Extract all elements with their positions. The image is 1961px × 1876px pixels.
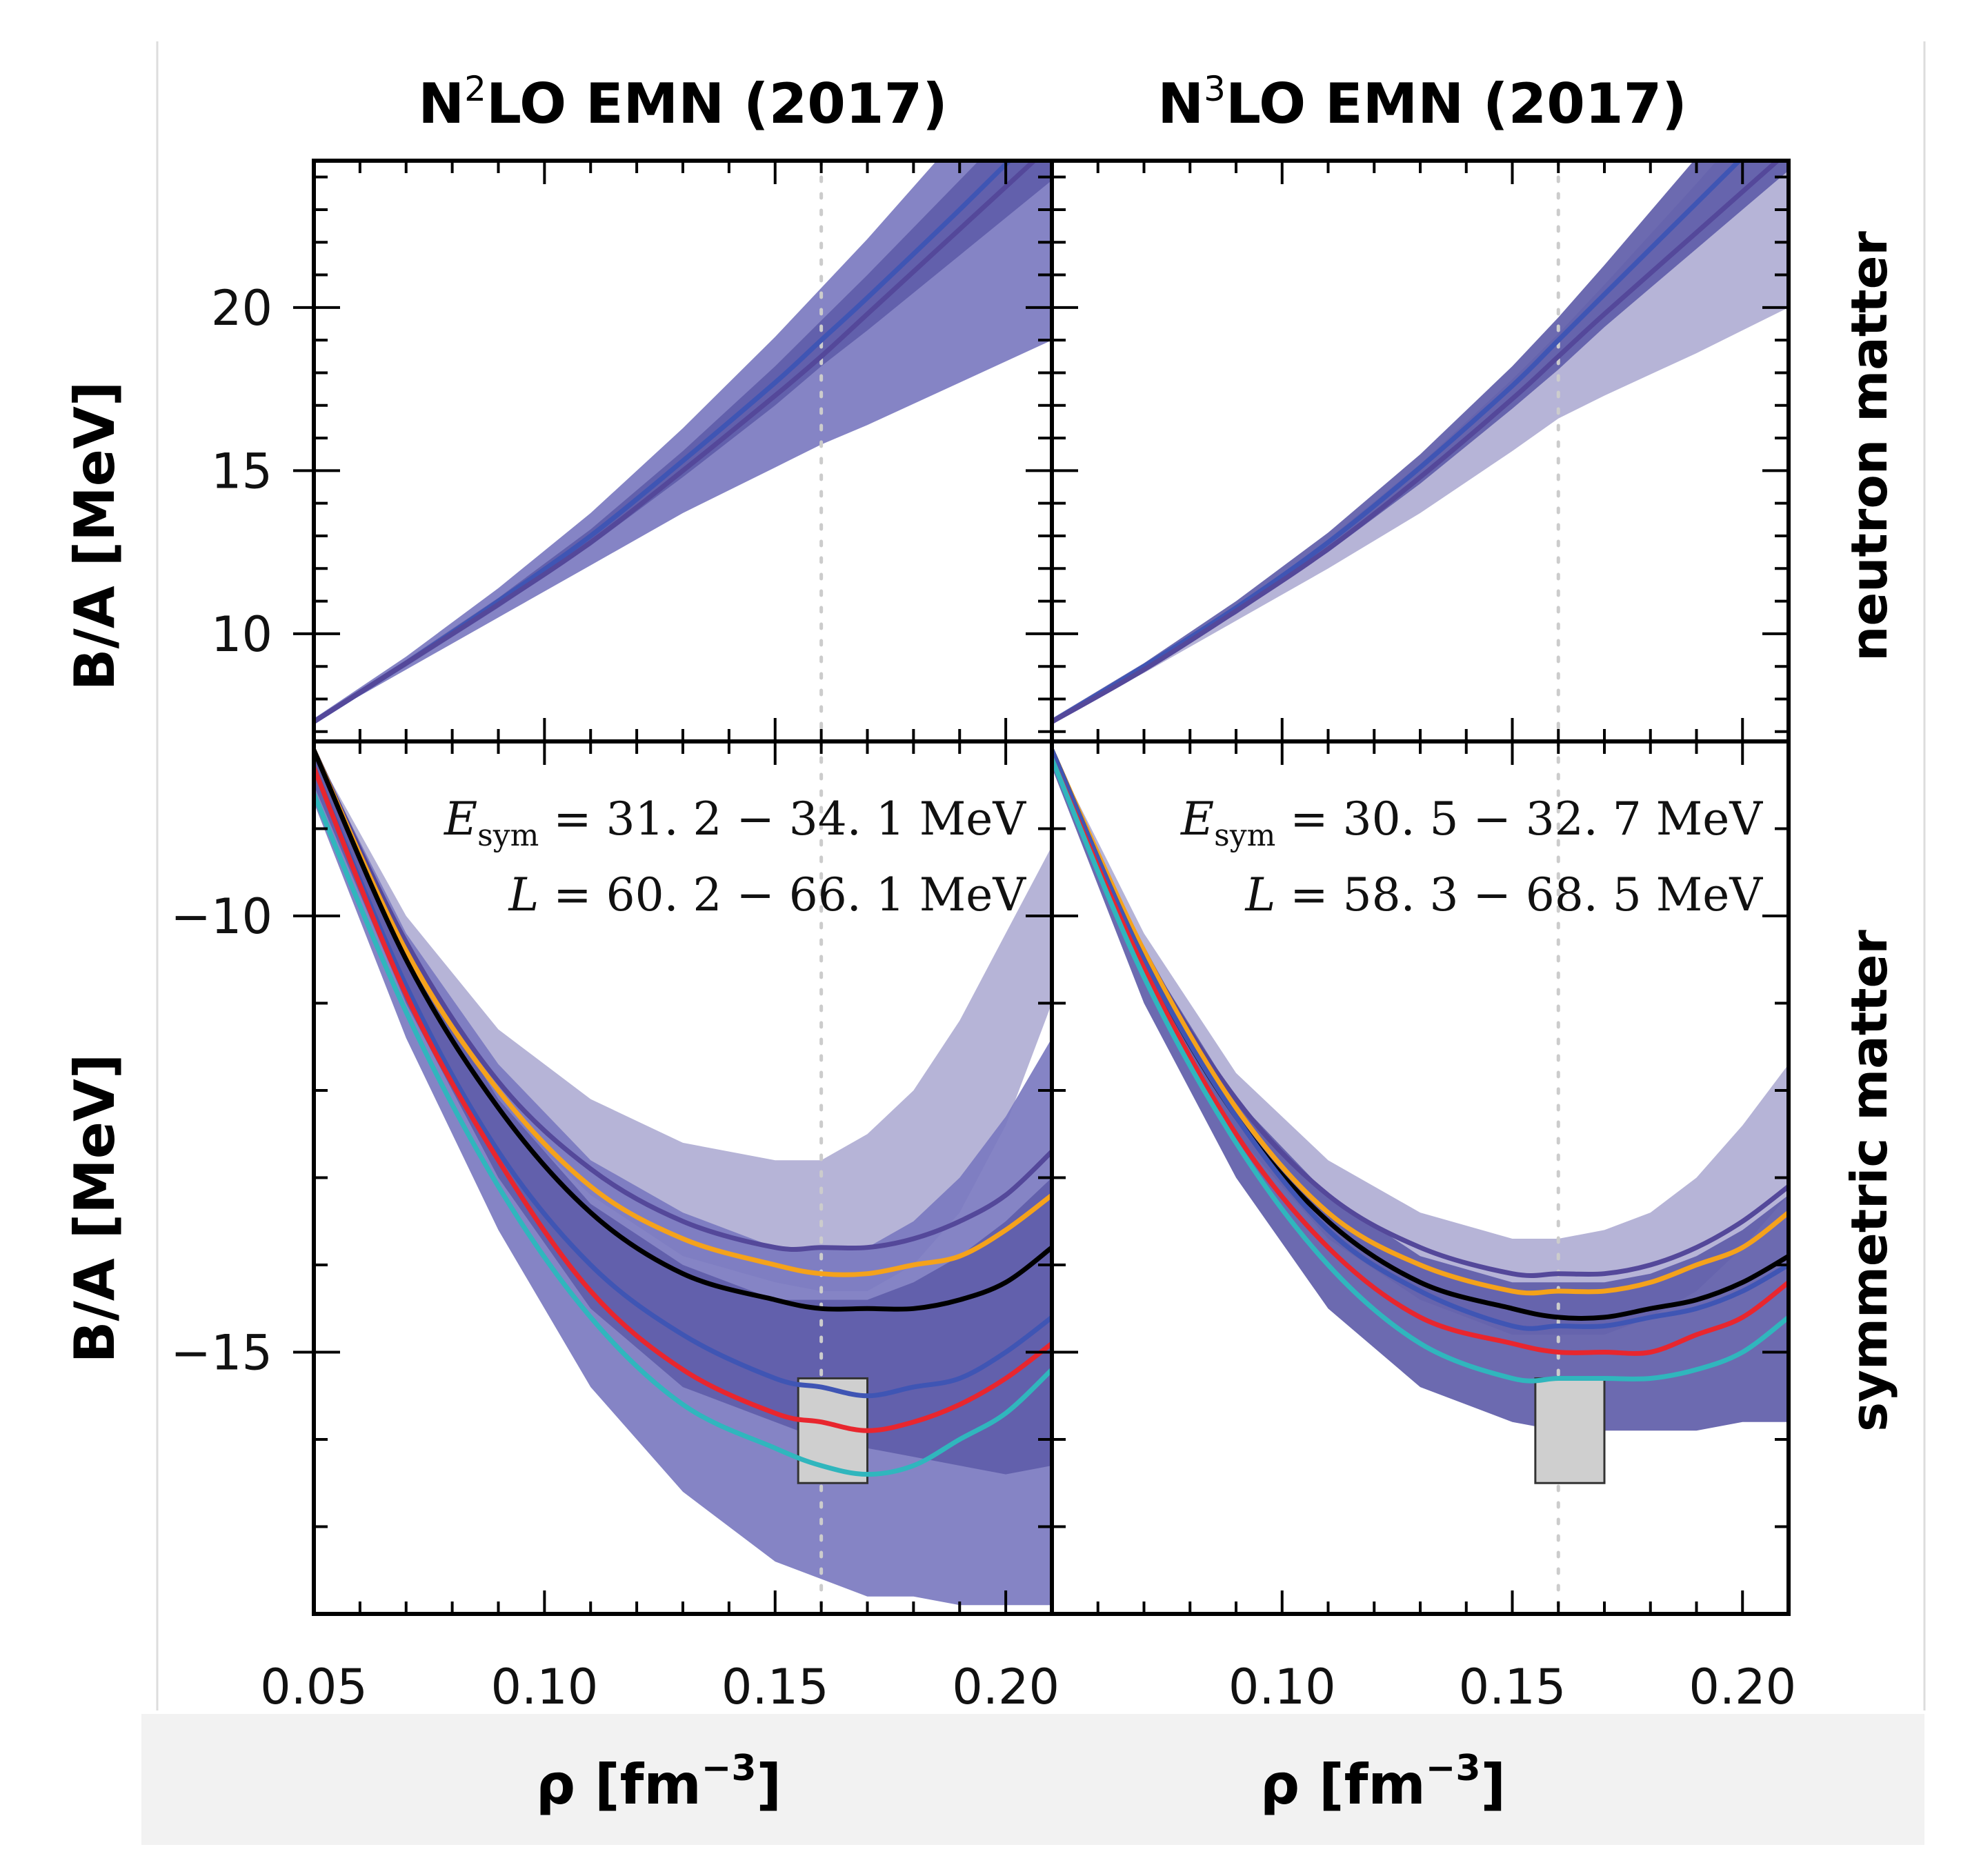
annotation-symbol: E [1180, 792, 1214, 846]
series-line-cyan [1052, 756, 1789, 1384]
row-label-neutron: neutron matter [1840, 231, 1898, 661]
annotation-subscript: sym [1214, 818, 1275, 853]
x-tick-label: 0.10 [490, 1659, 598, 1715]
plot-area [314, 161, 1052, 741]
title-n2lo-sup: 2 [464, 69, 486, 109]
series-line-curve-1 [1052, 161, 1743, 725]
title-n2lo-post: LO EMN (2017) [486, 72, 948, 136]
panel-n2lo-symmetric: 0.05 0.10 0.15 0.20 −10 −15 Esym = 31. 2 − 34.… [170, 739, 1059, 1715]
series-line-red [314, 765, 1052, 1433]
title-n3lo: N3LO EMN (2017) [1157, 69, 1687, 136]
title-n2lo: N2LO EMN (2017) [418, 69, 948, 136]
annotation-value: = 60. 2 − 66. 1 MeV [539, 868, 1026, 921]
y-tick-label: 10 [211, 606, 272, 663]
series-line-blue [1052, 748, 1789, 1331]
panel-n2lo-neutron: 10 15 20 [211, 159, 1054, 744]
plot-area [1052, 741, 1789, 1614]
x-tick-label: 0.10 [1228, 1659, 1336, 1715]
annotation-value: = 58. 3 − 68. 5 MeV [1275, 868, 1763, 921]
annotation-symbol: L [1245, 868, 1276, 921]
x-tick-label: 0.20 [952, 1659, 1059, 1715]
series-line-curve-2 [1052, 161, 1782, 725]
uncertainty-band-1 [1052, 161, 1789, 722]
y-tick-label: −10 [170, 888, 272, 945]
plot-area [1052, 161, 1789, 741]
ylabel-bottom: B/A [MeV] [63, 1054, 127, 1364]
title-n3lo-post: LO EMN (2017) [1226, 72, 1687, 136]
series-line-cyan [314, 791, 1052, 1477]
series-line-red [1052, 756, 1789, 1356]
saturation-box [1534, 1377, 1606, 1484]
annotation-line-1: L = 60. 2 − 66. 1 MeV [508, 868, 1027, 921]
x-tick-label: 0.05 [260, 1659, 368, 1715]
uncertainty-band-0 [1052, 161, 1789, 722]
title-n2lo-pre: N [418, 72, 464, 136]
series-line-orange [314, 748, 1052, 1277]
annotation-value: = 31. 2 − 34. 1 MeV [539, 792, 1026, 846]
uncertainty-band-2 [314, 750, 1052, 1475]
x-tick-label: 0.15 [721, 1659, 829, 1715]
annotation-line-1: L = 58. 3 − 68. 5 MeV [1245, 868, 1764, 921]
uncertainty-band-0 [314, 750, 1052, 1291]
series-line-black [314, 748, 1052, 1312]
series-line-blue [314, 765, 1052, 1399]
uncertainty-band-1 [1052, 750, 1789, 1431]
y-tick-label: 15 [211, 443, 272, 499]
xlabel-right: ρ [fm−3] [1260, 1748, 1506, 1817]
plot-area [314, 741, 1052, 1614]
annotation-symbol: L [508, 868, 539, 921]
row-label-symmetric: symmetric matter [1840, 930, 1898, 1432]
series-line-purple [314, 748, 1052, 1252]
xlabel-left: ρ [fm−3] [536, 1748, 782, 1817]
panel-n3lo-neutron [1050, 159, 1791, 744]
footer-band [141, 1714, 1924, 1845]
y-tick-label: −15 [170, 1325, 272, 1381]
annotation-line-0: Esym = 31. 2 − 34. 1 MeV [444, 792, 1026, 853]
ylabel-top: B/A [MeV] [63, 381, 127, 691]
series-line-curve-2 [314, 161, 1038, 725]
title-n3lo-sup: 3 [1204, 69, 1226, 109]
x-tick-label: 0.20 [1689, 1659, 1796, 1715]
x-tick-label: 0.15 [1459, 1659, 1566, 1715]
panel-n3lo-symmetric: 0.10 0.15 0.20 Esym = 30. 5 − 32. 7 MeV L = … [1050, 739, 1796, 1715]
title-n3lo-pre: N [1157, 72, 1204, 136]
annotation-subscript: sym [477, 818, 539, 853]
annotation-line-0: Esym = 30. 5 − 32. 7 MeV [1180, 792, 1763, 853]
series-line-orange [1052, 748, 1789, 1296]
annotation-value: = 30. 5 − 32. 7 MeV [1275, 792, 1763, 846]
y-tick-label: 20 [211, 280, 272, 337]
annotation-symbol: E [444, 792, 477, 846]
